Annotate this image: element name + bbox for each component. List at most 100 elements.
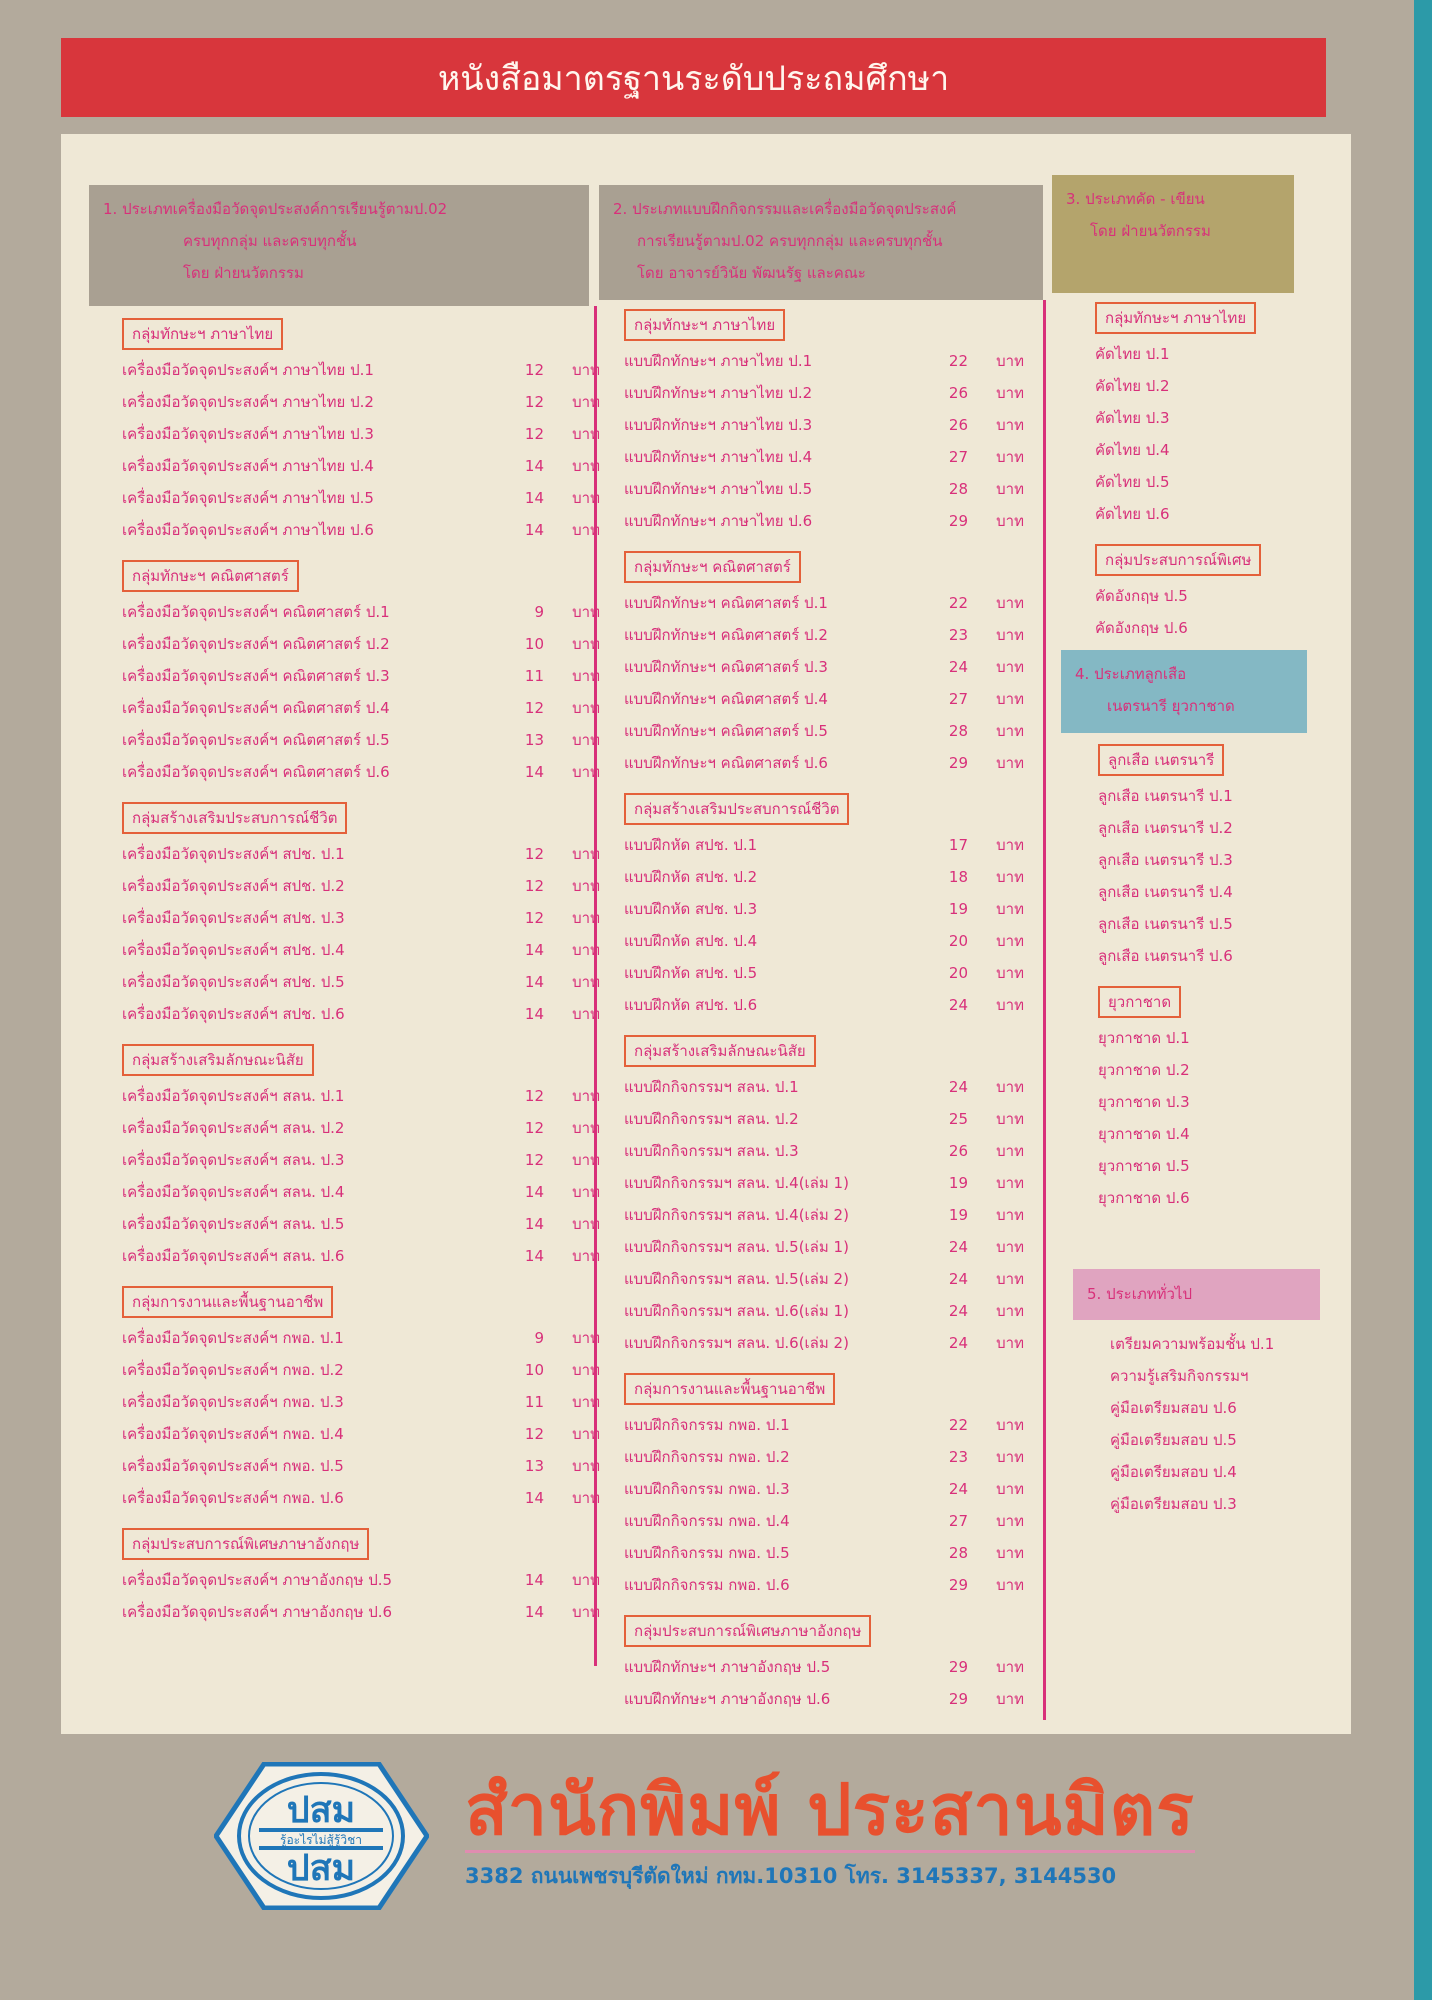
list-item: แบบฝึกกิจกรรม กพอ. ป.3 24 บาท xyxy=(624,1473,1024,1505)
item-price: 10 xyxy=(524,1361,544,1379)
list-item: ลูกเสือ เนตรนารี ป.3 xyxy=(1098,844,1298,876)
list-item: คู่มือเตรียมสอบ ป.5 xyxy=(1110,1424,1320,1456)
list-item: แบบฝึกทักษะฯ ภาษาไทย ป.2 26 บาท xyxy=(624,377,1024,409)
list-item: แบบฝึกหัด สปช. ป.4 20 บาท xyxy=(624,925,1024,957)
list-item: เครื่องมือวัดจุดประสงค์ฯ สลน. ป.5 14 บาท xyxy=(122,1208,600,1240)
header-line: โดย ฝ่ายนวัตกรรม xyxy=(183,264,304,282)
title-banner: หนังสือมาตรฐานระดับประถมศึกษา xyxy=(61,38,1326,117)
group-heading: กลุ่มสร้างเสริมลักษณะนิสัย xyxy=(624,1035,816,1067)
item-price: 12 xyxy=(524,845,544,863)
item-price: 12 xyxy=(524,361,544,379)
item-title: แบบฝึกทักษะฯ คณิตศาสตร์ ป.2 xyxy=(624,626,828,644)
list-item: แบบฝึกกิจกรรมฯ สลน. ป.6(เล่ม 2) 24 บาท xyxy=(624,1327,1024,1359)
item-price: 28 xyxy=(948,1544,968,1562)
item-title: คู่มือเตรียมสอบ ป.6 xyxy=(1110,1399,1237,1417)
list-item: แบบฝึกทักษะฯ คณิตศาสตร์ ป.1 22 บาท xyxy=(624,587,1024,619)
currency-label: บาท xyxy=(572,1489,600,1507)
currency-label: บาท xyxy=(996,1544,1024,1562)
currency-label: บาท xyxy=(572,1393,600,1411)
currency-label: บาท xyxy=(996,1480,1024,1498)
currency-label: บาท xyxy=(996,1238,1024,1256)
list-item: เครื่องมือวัดจุดประสงค์ฯ กพอ. ป.1 9 บาท xyxy=(122,1322,600,1354)
column-divider xyxy=(594,306,597,1666)
item-title: เครื่องมือวัดจุดประสงค์ฯ คณิตศาสตร์ ป.6 xyxy=(122,763,390,781)
item-price: 11 xyxy=(524,667,544,685)
list-item: เครื่องมือวัดจุดประสงค์ฯ คณิตศาสตร์ ป.2 1… xyxy=(122,628,600,660)
currency-label: บาท xyxy=(572,763,600,781)
item-title: เครื่องมือวัดจุดประสงค์ฯ สลน. ป.1 xyxy=(122,1087,345,1105)
currency-label: บาท xyxy=(996,1078,1024,1096)
item-price: 14 xyxy=(524,941,544,959)
list-item: คู่มือเตรียมสอบ ป.4 xyxy=(1110,1456,1320,1488)
item-title: เครื่องมือวัดจุดประสงค์ฯ คณิตศาสตร์ ป.4 xyxy=(122,699,390,717)
item-title: ลูกเสือ เนตรนารี ป.5 xyxy=(1098,915,1233,933)
item-price: 14 xyxy=(524,457,544,475)
list-item: ยุวกาชาด ป.2 xyxy=(1098,1054,1298,1086)
item-title: ยุวกาชาด ป.3 xyxy=(1098,1093,1190,1111)
item-title: ยุวกาชาด ป.2 xyxy=(1098,1061,1190,1079)
list-item: ความรู้เสริมกิจกรรมฯ xyxy=(1110,1360,1320,1392)
list-item: แบบฝึกหัด สปช. ป.6 24 บาท xyxy=(624,989,1024,1021)
item-price: 12 xyxy=(524,393,544,411)
column-divider xyxy=(1043,300,1046,1720)
currency-label: บาท xyxy=(996,448,1024,466)
item-price: 12 xyxy=(524,1087,544,1105)
item-price: 27 xyxy=(948,448,968,466)
list-item: คัดไทย ป.6 xyxy=(1095,498,1295,530)
list-item: ยุวกาชาด ป.4 xyxy=(1098,1118,1298,1150)
item-title: เครื่องมือวัดจุดประสงค์ฯ ภาษาไทย ป.6 xyxy=(122,521,374,539)
group-heading: กลุ่มทักษะฯ คณิตศาสตร์ xyxy=(624,551,801,583)
list-item: คัดไทย ป.5 xyxy=(1095,466,1295,498)
item-title: เครื่องมือวัดจุดประสงค์ฯ ภาษาไทย ป.3 xyxy=(122,425,374,443)
currency-label: บาท xyxy=(572,1361,600,1379)
list-item: แบบฝึกทักษะฯ คณิตศาสตร์ ป.3 24 บาท xyxy=(624,651,1024,683)
item-title: แบบฝึกกิจกรรมฯ สลน. ป.4(เล่ม 2) xyxy=(624,1206,849,1224)
currency-label: บาท xyxy=(572,941,600,959)
item-title: ลูกเสือ เนตรนารี ป.2 xyxy=(1098,819,1233,837)
item-title: เครื่องมือวัดจุดประสงค์ฯ สปช. ป.2 xyxy=(122,877,345,895)
list-item: เครื่องมือวัดจุดประสงค์ฯ สปช. ป.1 12 บาท xyxy=(122,838,600,870)
item-title: คัดไทย ป.5 xyxy=(1095,473,1170,491)
item-price: 22 xyxy=(948,352,968,370)
category-5-header: 5. ประเภททั่วไป xyxy=(1073,1269,1320,1320)
item-price: 17 xyxy=(948,836,968,854)
column-3-list: กลุ่มทักษะฯ ภาษาไทย คัดไทย ป.1 คัดไทย ป.2 ค… xyxy=(1095,296,1295,644)
list-item: เครื่องมือวัดจุดประสงค์ฯ สปช. ป.2 12 บาท xyxy=(122,870,600,902)
currency-label: บาท xyxy=(996,690,1024,708)
list-item: เครื่องมือวัดจุดประสงค์ฯ ภาษาไทย ป.6 14 บา… xyxy=(122,514,600,546)
item-title: ลูกเสือ เนตรนารี ป.4 xyxy=(1098,883,1233,901)
item-title: แบบฝึกทักษะฯ คณิตศาสตร์ ป.4 xyxy=(624,690,828,708)
item-price: 12 xyxy=(524,699,544,717)
item-title: เครื่องมือวัดจุดประสงค์ฯ คณิตศาสตร์ ป.1 xyxy=(122,603,390,621)
item-title: เครื่องมือวัดจุดประสงค์ฯ ภาษาไทย ป.1 xyxy=(122,361,374,379)
item-price: 26 xyxy=(948,1142,968,1160)
currency-label: บาท xyxy=(572,425,600,443)
item-title: แบบฝึกทักษะฯ ภาษาไทย ป.4 xyxy=(624,448,813,466)
category-2-header: 2. ประเภทแบบฝึกกิจกรรมและเครื่องมือวัดจุ… xyxy=(599,185,1043,300)
currency-label: บาท xyxy=(996,722,1024,740)
item-title: ลูกเสือ เนตรนารี ป.1 xyxy=(1098,787,1233,805)
item-price: 29 xyxy=(948,1690,968,1708)
currency-label: บาท xyxy=(572,1087,600,1105)
item-price: 25 xyxy=(948,1110,968,1128)
list-item: เครื่องมือวัดจุดประสงค์ฯ คณิตศาสตร์ ป.6 1… xyxy=(122,756,600,788)
list-item: แบบฝึกทักษะฯ ภาษาไทย ป.5 28 บาท xyxy=(624,473,1024,505)
item-title: เครื่องมือวัดจุดประสงค์ฯ ภาษาไทย ป.5 xyxy=(122,489,374,507)
item-price: 26 xyxy=(948,416,968,434)
banner-title: หนังสือมาตรฐานระดับประถมศึกษา xyxy=(437,58,950,99)
list-item: แบบฝึกกิจกรรมฯ สลน. ป.5(เล่ม 1) 24 บาท xyxy=(624,1231,1024,1263)
list-item: เครื่องมือวัดจุดประสงค์ฯ คณิตศาสตร์ ป.1 9… xyxy=(122,596,600,628)
currency-label: บาท xyxy=(572,635,600,653)
list-item: ยุวกาชาด ป.5 xyxy=(1098,1150,1298,1182)
currency-label: บาท xyxy=(996,1416,1024,1434)
item-price: 29 xyxy=(948,754,968,772)
currency-label: บาท xyxy=(572,1603,600,1621)
currency-label: บาท xyxy=(996,1270,1024,1288)
item-title: เครื่องมือวัดจุดประสงค์ฯ ภาษาไทย ป.4 xyxy=(122,457,374,475)
item-price: 14 xyxy=(524,973,544,991)
item-price: 18 xyxy=(948,868,968,886)
list-item: เครื่องมือวัดจุดประสงค์ฯ กพอ. ป.3 11 บาท xyxy=(122,1386,600,1418)
item-price: 24 xyxy=(948,1302,968,1320)
currency-label: บาท xyxy=(996,512,1024,530)
currency-label: บาท xyxy=(572,877,600,895)
